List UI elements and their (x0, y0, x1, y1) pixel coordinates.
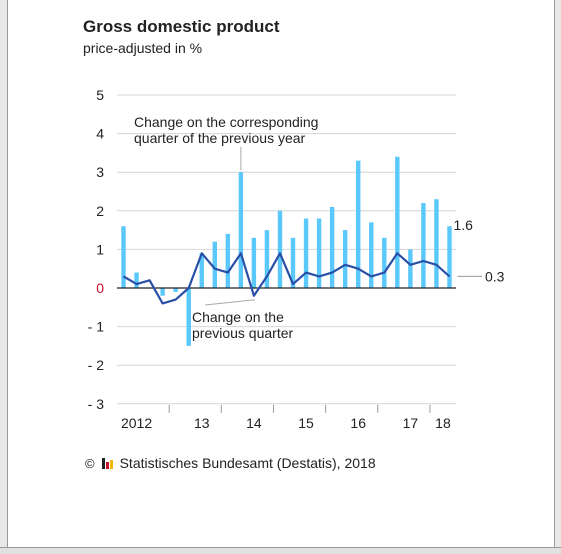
x-tick-label: 18 (435, 415, 451, 431)
annotation-qoq-text: previous quarter (192, 325, 294, 341)
copyright-symbol: © (85, 455, 95, 471)
window-frame-bottom (0, 547, 561, 554)
bar (369, 222, 374, 288)
bar (356, 160, 361, 288)
annotation-yoy-text: quarter of the previous year (134, 130, 306, 146)
bar (342, 230, 348, 288)
annotation-qoq-text: Change on the (192, 309, 284, 325)
bar (251, 237, 257, 288)
bar (277, 210, 283, 288)
bar (434, 199, 439, 288)
window-frame-left (0, 0, 8, 554)
bar (199, 253, 204, 288)
chart-title: Gross domestic product (83, 17, 280, 36)
x-tick-label: 14 (246, 415, 262, 431)
x-tick-label: 17 (403, 415, 419, 431)
line-series (122, 252, 451, 305)
y-tick-label: 2 (96, 203, 104, 219)
window-frame-right (554, 0, 561, 554)
y-tick-label: 4 (96, 126, 104, 142)
y-tick-label: - 1 (88, 319, 105, 335)
bar (395, 156, 400, 288)
line-path (122, 252, 451, 305)
bar (290, 237, 296, 288)
x-axis-ticks: 2012 13 14 15 16 17 18 (121, 404, 451, 431)
bar (421, 203, 426, 288)
bar (186, 288, 191, 346)
x-tick-label: 15 (298, 415, 314, 431)
bar (173, 288, 178, 292)
bar (316, 218, 322, 288)
destatis-logo-icon (101, 457, 113, 469)
bar-series (121, 156, 452, 346)
bar (225, 233, 231, 288)
annotation-qoq-leader (204, 299, 255, 306)
end-label-bar: 1.6 (453, 217, 473, 233)
x-tick-label: 2012 (121, 415, 152, 431)
bar (408, 249, 413, 288)
bar (238, 172, 244, 288)
bar (382, 237, 387, 288)
bar (212, 241, 217, 288)
bar (160, 288, 165, 296)
annotation-yoy-text: Change on the corresponding (134, 114, 318, 130)
bar (329, 206, 335, 288)
bar (303, 218, 309, 288)
bar (447, 226, 452, 288)
y-tick-label: 5 (96, 87, 104, 103)
x-tick-label: 13 (194, 415, 210, 431)
x-tick-label: 16 (350, 415, 366, 431)
source-text: Statistisches Bundesamt (Destatis), 2018 (119, 455, 376, 471)
y-tick-label: - 2 (88, 357, 105, 373)
y-tick-label: 0 (96, 280, 104, 296)
bar (121, 226, 126, 288)
bar (134, 272, 139, 288)
chart-subtitle: price-adjusted in % (83, 40, 203, 56)
y-axis-ticks: 5 4 3 2 1 0 - 1 - 2 - 3 (88, 87, 105, 412)
bar (264, 230, 270, 288)
y-tick-label: 1 (96, 241, 104, 257)
y-tick-label: 3 (96, 164, 104, 180)
y-tick-label: - 3 (88, 396, 105, 412)
end-label-line: 0.3 (485, 268, 505, 284)
source-credit: © Statistisches Bundesamt (Destatis), 20… (85, 455, 376, 471)
